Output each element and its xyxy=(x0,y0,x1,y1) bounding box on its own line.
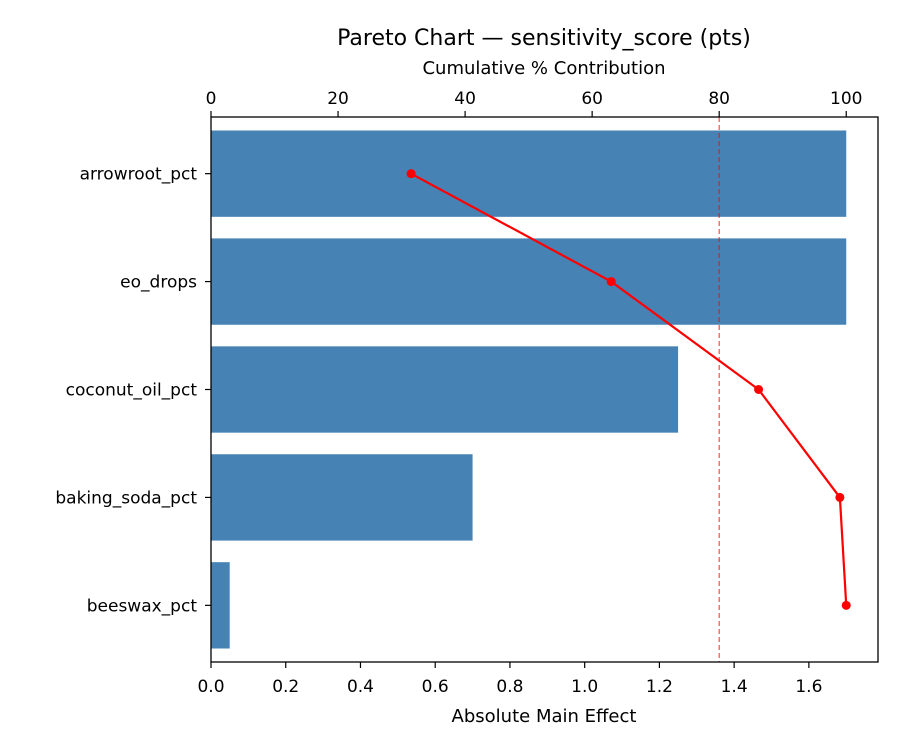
x2-tick-label: 100 xyxy=(830,89,862,109)
x2-tick-label: 0 xyxy=(206,89,217,109)
top-axis-ticks: 0 20 40 60 80 100 xyxy=(206,89,862,117)
category-label: eo_drops xyxy=(120,273,197,293)
bottom-axis-label: Absolute Main Effect xyxy=(452,706,637,727)
x-tick-label: 1.4 xyxy=(721,677,748,697)
x-tick-label: 1.2 xyxy=(646,677,673,697)
x-tick-label: 0.2 xyxy=(272,677,299,697)
chart-title: Pareto Chart — sensitivity_score (pts) xyxy=(337,26,751,51)
x2-tick-label: 80 xyxy=(708,89,730,109)
category-label: arrowroot_pct xyxy=(80,165,198,185)
bottom-axis-ticks: 0.0 0.2 0.4 0.6 0.8 1.0 1.2 1.4 1.6 xyxy=(197,662,822,697)
x-tick-label: 0.8 xyxy=(496,677,523,697)
bar xyxy=(211,454,473,541)
cumulative-point xyxy=(606,277,616,287)
bar xyxy=(211,562,230,649)
bar xyxy=(211,130,847,217)
bar xyxy=(211,238,847,325)
category-label: baking_soda_pct xyxy=(55,488,197,508)
x-tick-label: 1.6 xyxy=(795,677,822,697)
cumulative-line-group xyxy=(406,169,851,610)
x2-tick-label: 60 xyxy=(581,89,603,109)
top-axis-label: Cumulative % Contribution xyxy=(422,58,665,79)
category-labels: arrowroot_pct eo_drops coconut_oil_pctbaki… xyxy=(55,165,211,616)
x-tick-label: 0.0 xyxy=(197,677,224,697)
cumulative-point xyxy=(835,492,845,502)
x-tick-label: 0.4 xyxy=(347,677,374,697)
category-label: beeswax_pct xyxy=(87,596,198,616)
x2-tick-label: 20 xyxy=(327,89,349,109)
x-tick-label: 1.0 xyxy=(571,677,598,697)
cumulative-point xyxy=(754,385,764,394)
bar-group xyxy=(211,130,847,649)
x2-tick-label: 40 xyxy=(454,89,476,109)
plot-frame xyxy=(210,116,879,663)
cumulative-point xyxy=(406,169,416,179)
bar xyxy=(211,346,679,433)
x-tick-label: 0.6 xyxy=(422,677,449,697)
cumulative-point xyxy=(841,600,851,610)
category-label: coconut_oil_pct xyxy=(66,381,198,401)
